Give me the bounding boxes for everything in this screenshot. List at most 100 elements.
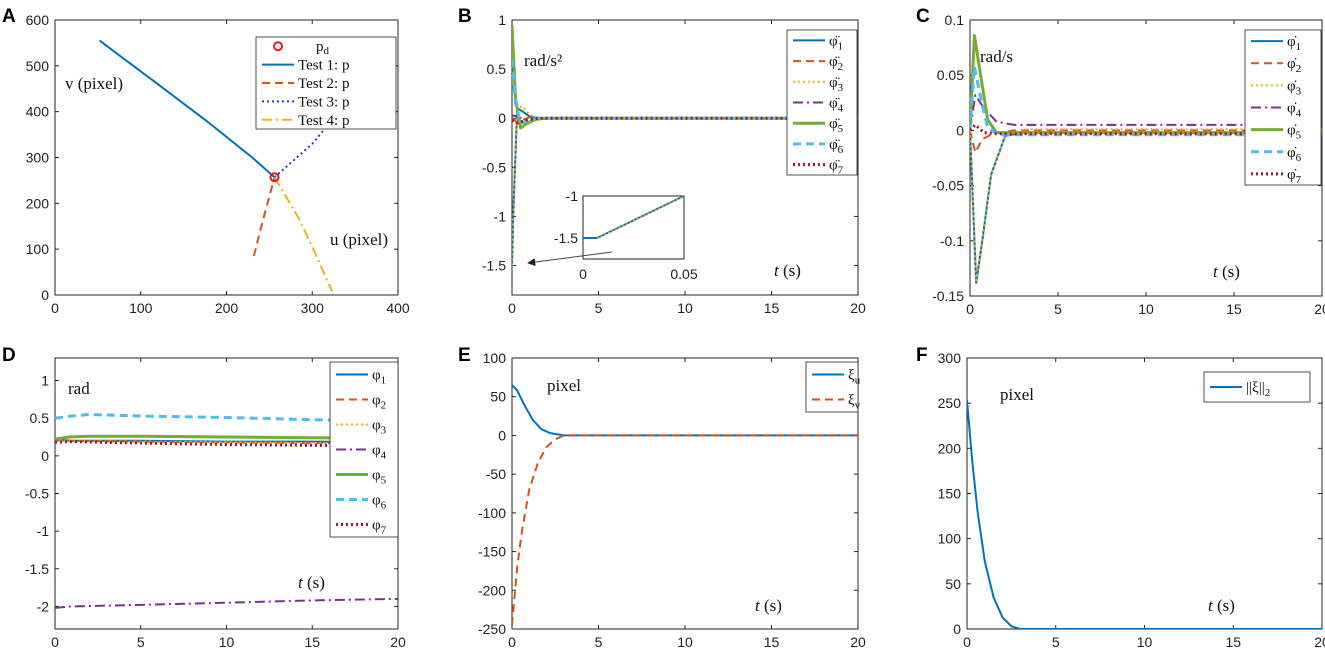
y-tick-label: 300 xyxy=(26,150,50,166)
x-tick-label: 20 xyxy=(390,634,406,650)
series-line-4 xyxy=(970,94,1322,131)
panel-a: 0 100 200 300 400 0 100 200 300 400 500 600 v (pixel… xyxy=(2,6,410,316)
y-tick-label: 0 xyxy=(498,427,506,443)
y-axis-annotation: rad xyxy=(68,379,90,398)
x-axis-annotation: t (s) xyxy=(755,596,782,615)
y-axis-annotation: pixel xyxy=(1000,385,1034,404)
y-tick-label: 0 xyxy=(41,287,49,303)
inset-series-line-dotted xyxy=(596,195,685,240)
x-tick-label: 15 xyxy=(1225,634,1241,650)
y-axis-annotation: pixel xyxy=(547,376,581,395)
y-tick-label: 150 xyxy=(938,486,962,502)
panel-letter: C xyxy=(916,6,930,27)
legend-marker-pd xyxy=(273,41,283,52)
panel-letter: D xyxy=(2,345,16,366)
y-axis-annotation: rad/s² xyxy=(524,51,562,70)
series-line-1 xyxy=(512,384,858,437)
y-tick-label: 0.5 xyxy=(30,410,50,426)
panel-letter: F xyxy=(916,345,928,366)
x-tick-label: 15 xyxy=(1226,301,1242,317)
y-tick-label: -100 xyxy=(478,505,506,521)
axes-box xyxy=(511,357,859,630)
y-tick-label: 200 xyxy=(26,195,50,211)
x-tick-label: 20 xyxy=(1314,634,1325,650)
inset-y-tick-label: -1 xyxy=(566,188,579,204)
y-tick-label: -0.1 xyxy=(940,233,964,249)
y-tick-label: -0.5 xyxy=(482,159,506,175)
y-tick-label: -0.5 xyxy=(25,486,49,502)
x-tick-label: 5 xyxy=(1052,634,1060,650)
x-tick-label: 15 xyxy=(764,300,780,316)
series-line-4 xyxy=(273,176,333,292)
panel-letter: B xyxy=(458,6,472,27)
x-tick-label: 0 xyxy=(966,301,974,317)
x-tick-label: 20 xyxy=(1314,301,1325,317)
series-line-3 xyxy=(970,128,1322,282)
x-axis-annotation: t (s) xyxy=(774,261,801,280)
legend-label: Test 1: p xyxy=(298,58,349,74)
y-tick-label: -200 xyxy=(478,582,506,598)
series-line-4 xyxy=(55,597,398,609)
y-tick-label: -0.05 xyxy=(932,178,964,194)
y-tick-label: 100 xyxy=(938,531,962,547)
y-tick-label: -1.5 xyxy=(482,258,506,274)
x-axis-annotation: u (pixel) xyxy=(330,230,388,249)
y-tick-label: 0 xyxy=(953,621,961,637)
y-tick-label: 100 xyxy=(483,350,507,366)
y-tick-label: 0.1 xyxy=(945,12,965,28)
x-tick-label: 10 xyxy=(677,634,693,650)
legend-label: ||ξ||2 xyxy=(1246,380,1270,399)
x-tick-label: 5 xyxy=(595,634,603,650)
y-axis-annotation: v (pixel) xyxy=(65,74,123,93)
x-tick-label: 0 xyxy=(508,634,516,650)
y-tick-label: 0 xyxy=(956,122,964,138)
x-tick-label: 20 xyxy=(850,634,866,650)
series-line-1 xyxy=(99,39,276,178)
legend-label: Test 4: p xyxy=(298,113,349,129)
x-axis-annotation: t (s) xyxy=(1213,262,1240,281)
x-tick-label: 0 xyxy=(508,300,516,316)
inset-pointer-arrow xyxy=(527,251,613,267)
x-tick-label: 15 xyxy=(764,634,780,650)
y-tick-label: 0.5 xyxy=(487,61,507,77)
axes-box xyxy=(966,357,1323,630)
x-tick-label: 15 xyxy=(304,634,320,650)
x-tick-label: 400 xyxy=(386,300,410,316)
inset-x-tick-label: 0.05 xyxy=(670,266,697,282)
inset-x-tick-label: 0 xyxy=(579,266,587,282)
x-tick-label: 5 xyxy=(137,634,145,650)
y-tick-label: -1.5 xyxy=(25,561,49,577)
y-tick-label: 250 xyxy=(938,395,962,411)
y-tick-label: 100 xyxy=(26,241,50,257)
legend-label: Test 2: p xyxy=(298,76,349,92)
y-tick-label: -250 xyxy=(478,621,506,637)
y-tick-label: 600 xyxy=(26,12,50,28)
y-tick-label: 200 xyxy=(938,440,962,456)
panel-letter: A xyxy=(2,6,16,27)
y-tick-label: 0.05 xyxy=(937,67,964,83)
panel-c: 0 5 10 15 20 -0.15 -0.1 -0.05 0 0.05 0.1 rad/s t (s)… xyxy=(916,6,1325,317)
y-tick-label: 300 xyxy=(938,350,962,366)
x-tick-label: 20 xyxy=(850,300,866,316)
y-tick-label: 1 xyxy=(498,12,506,28)
series-line-6 xyxy=(55,413,398,423)
x-tick-label: 200 xyxy=(215,300,239,316)
series-line-5 xyxy=(970,34,1322,135)
series-line-2 xyxy=(55,438,398,445)
y-tick-label: -2 xyxy=(37,598,50,614)
x-axis-annotation: t (s) xyxy=(298,573,325,592)
x-tick-label: 0 xyxy=(51,634,59,650)
x-tick-label: 300 xyxy=(301,300,325,316)
y-tick-label: 50 xyxy=(945,576,961,592)
y-tick-label: -0.15 xyxy=(932,288,964,304)
inset-zoom: 0 0.05 -1 -1.5 xyxy=(527,188,698,282)
x-tick-label: 5 xyxy=(595,300,603,316)
x-tick-label: 0 xyxy=(51,300,59,316)
panel-f: 05101520050100150200250300pixelt (s)||ξ|… xyxy=(916,345,1325,650)
x-tick-label: 10 xyxy=(219,634,235,650)
y-tick-label: -50 xyxy=(486,466,506,482)
series-line-1 xyxy=(967,400,1322,629)
x-tick-label: 5 xyxy=(1054,301,1062,317)
